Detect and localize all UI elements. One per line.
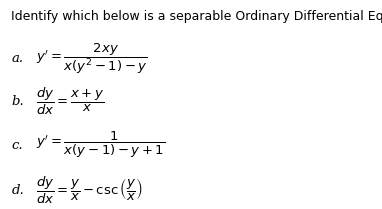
Text: $\dfrac{dy}{dx} = \dfrac{x+y}{x}$: $\dfrac{dy}{dx} = \dfrac{x+y}{x}$: [36, 86, 105, 117]
Text: $y' = \dfrac{1}{x(y-1)-y+1}$: $y' = \dfrac{1}{x(y-1)-y+1}$: [36, 130, 166, 160]
Text: a.: a.: [11, 52, 24, 65]
Text: $\dfrac{dy}{dx} = \dfrac{y}{x} - \csc\left(\dfrac{y}{x}\right)$: $\dfrac{dy}{dx} = \dfrac{y}{x} - \csc\le…: [36, 175, 143, 206]
Text: $y' = \dfrac{2xy}{x(y^2-1)-y}$: $y' = \dfrac{2xy}{x(y^2-1)-y}$: [36, 41, 148, 76]
Text: Identify which below is a separable Ordinary Differential Equation: Identify which below is a separable Ordi…: [11, 10, 382, 23]
Text: b.: b.: [11, 95, 24, 108]
Text: c.: c.: [11, 139, 23, 152]
Text: d.: d.: [11, 184, 24, 197]
